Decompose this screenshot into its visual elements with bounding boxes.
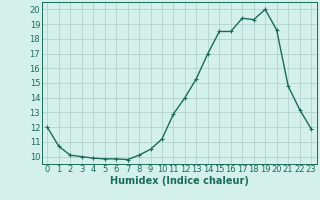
X-axis label: Humidex (Indice chaleur): Humidex (Indice chaleur) [110, 176, 249, 186]
